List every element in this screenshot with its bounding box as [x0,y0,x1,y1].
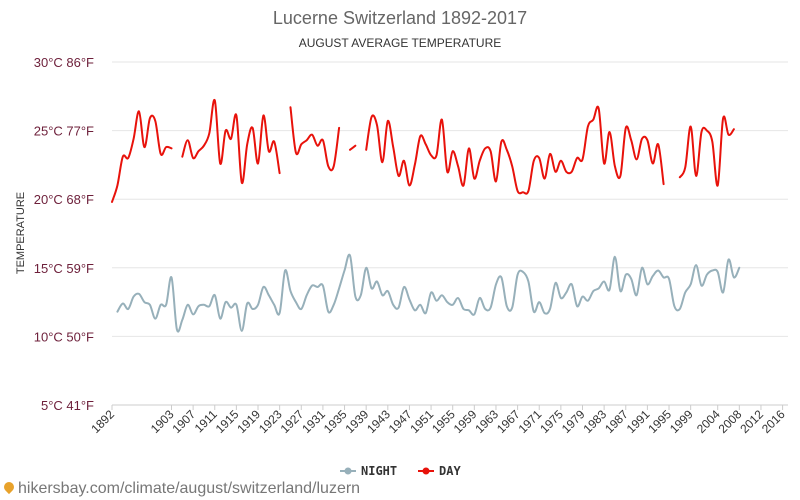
y-tick-label: 15°C 59°F [34,261,94,276]
x-tick-label: 1919 [234,407,263,436]
series-line-day [348,144,357,151]
series-line-night [116,253,741,333]
x-tick-label: 1935 [321,407,350,436]
x-tick-label: 2004 [694,407,723,436]
series-line-day [289,106,341,172]
y-tick-label: 10°C 50°F [34,329,94,344]
x-tick-label: 1987 [602,407,631,436]
legend-item-night[interactable]: NIGHT [340,464,397,478]
x-tick-label: 1991 [624,407,653,436]
x-tick-label: 1951 [407,407,436,436]
x-tick-label: 1939 [343,407,372,436]
series-line-day [111,110,173,203]
x-tick-label: 1943 [364,407,393,436]
x-tick-labels: 1892 190319071911191519191923192719311935… [88,404,788,436]
y-tick-label: 5°C 41°F [41,398,94,413]
y-axis-label: TEMPERATURE [15,192,27,274]
footer-url[interactable]: hikersbay.com/climate/august/switzerland… [18,480,361,497]
legend-label: NIGHT [361,464,397,478]
x-tick-label: 2008 [716,407,745,436]
x-tick-label: 2016 [759,407,788,436]
footer-link[interactable]: hikersbay.com/climate/august/switzerland… [1,479,361,498]
legend-swatch-marker [422,467,430,475]
legend-item-day[interactable]: DAY [418,464,461,478]
grid-lines [112,61,788,406]
x-tick-label: 1959 [451,407,480,436]
x-tick-label: 1999 [667,407,696,436]
series-line-day [678,115,735,187]
series-lines [111,99,741,333]
x-tick-label: 1923 [256,407,285,436]
chart-title: Lucerne Switzerland 1892-2017 [273,8,527,28]
y-tick-labels: 5°C 41°F 10°C 50°F 15°C 59°F 20°C 68°F 25°C … [34,55,94,413]
x-tick-label: 1927 [278,407,307,436]
x-tick-label: 1947 [386,407,415,436]
x-tick-label: 1963 [472,407,501,436]
x-tick-label: 1983 [580,407,609,436]
x-tick-label: 1971 [516,407,545,436]
location-pin-icon [1,479,17,495]
x-tick-label: 1967 [494,407,523,436]
x-tick-label: 1979 [559,407,588,436]
legend-label: DAY [439,464,461,478]
y-tick-label: 20°C 68°F [34,192,94,207]
x-tick-label: 1903 [148,407,177,436]
x-tick-label: 1975 [537,407,566,436]
y-tick-label: 30°C 86°F [34,55,94,70]
x-tick-label: 1931 [299,407,328,436]
x-tick-label: 1995 [645,407,674,436]
series-line-day [181,99,281,184]
series-line-day [365,105,665,195]
x-tick-label: 1915 [213,407,242,436]
chart-subtitle: AUGUST AVERAGE TEMPERATURE [299,36,502,50]
x-tick-label: 2012 [737,407,766,436]
legend-swatch-marker [344,467,352,475]
legend[interactable]: NIGHT DAY [340,464,461,478]
x-tick-label: 1911 [192,407,220,435]
x-tick-label: 1955 [429,407,458,436]
x-tick-label: 1907 [169,407,198,436]
y-tick-label: 25°C 77°F [34,124,94,139]
